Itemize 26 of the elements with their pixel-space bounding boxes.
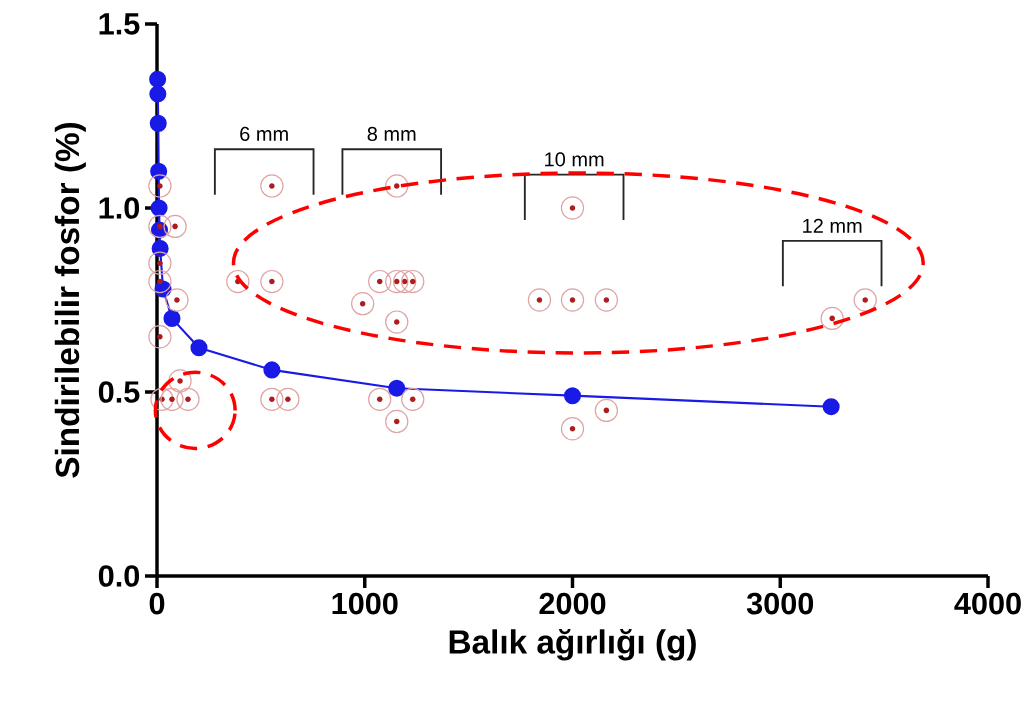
annotation: 12 mm [803,218,862,233]
annotation: 10 mm [545,152,604,167]
x-tick-label: 4000 [954,592,1021,615]
annotation: 8 mm [367,126,416,142]
point [190,339,208,357]
point [263,361,281,379]
y-tick-label: 1.5 [99,13,140,35]
y-tick-label: 0.0 [98,565,140,587]
x-tick-label: 3000 [746,592,814,615]
point [822,398,840,416]
y-axis-title: Sindirilebilir fosfor (%) [54,122,86,478]
x-tick-label: 0 [149,592,165,615]
point [150,199,168,217]
point [163,309,181,327]
point [149,85,167,103]
point [151,239,169,258]
point [149,114,167,132]
y-tick-label: 0.5 [98,381,140,403]
point [388,379,406,397]
point [149,70,167,88]
annotation: 6 mm [240,126,288,142]
x-tick-label: 2000 [539,592,606,615]
x-axis-title: Balık ağırlığı (g) [449,628,696,661]
y-tick-label: 1.0 [99,197,140,219]
point [563,387,582,405]
x-tick-label: 1000 [332,592,398,615]
